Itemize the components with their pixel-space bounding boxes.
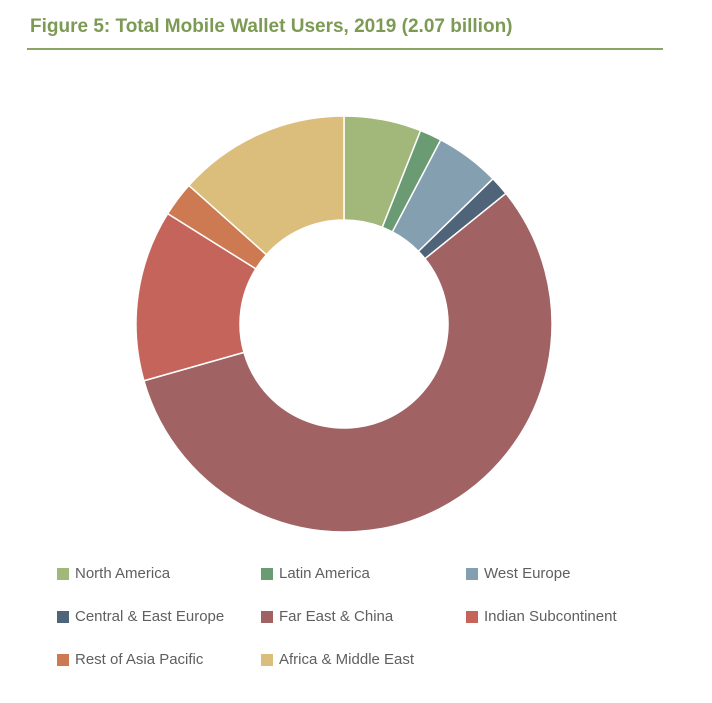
legend-item: Central & East Europe [57,608,224,625]
title-divider [27,48,663,50]
chart-title: Figure 5: Total Mobile Wallet Users, 201… [30,16,513,37]
legend-label: Indian Subcontinent [484,608,617,625]
legend-item: Far East & China [261,608,393,625]
legend-label: Latin America [279,565,370,582]
legend-label: North America [75,565,171,582]
legend-label: Central & East Europe [75,608,225,625]
legend-label: West Europe [484,565,571,582]
legend-label: Rest of Asia Pacific [75,651,204,668]
legend-swatch [261,610,273,623]
legend-item: Indian Subcontinent [466,608,617,625]
legend-item: West Europe [466,565,570,582]
legend-label: Far East & China [279,608,394,625]
slice-far-east-china [142,192,553,533]
legend-swatch [261,653,273,666]
slice-africa-middle-east [187,115,345,256]
legend-swatch [57,610,69,623]
legend-swatch [261,567,273,580]
legend-item: Africa & Middle East [261,651,414,668]
legend-swatch [57,567,69,580]
legend-swatch [466,567,478,580]
legend-item: Latin America [261,565,370,582]
legend-label: Africa & Middle East [279,651,415,668]
legend-item: Rest of Asia Pacific [57,651,203,668]
legend-swatch [466,610,478,623]
legend-item: North America [57,565,170,582]
legend-swatch [57,653,69,666]
